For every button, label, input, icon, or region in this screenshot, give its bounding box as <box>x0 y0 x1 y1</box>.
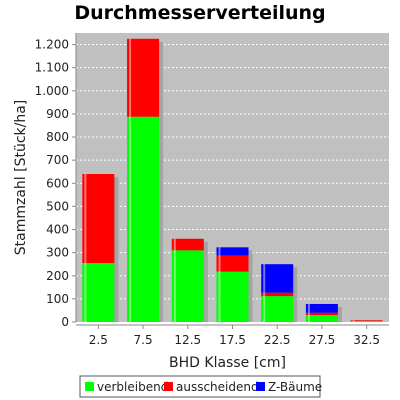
bar-segment-ausscheidend <box>216 255 249 272</box>
legend-swatch-Z-Bäume <box>256 382 265 391</box>
bar-highlight <box>263 292 266 297</box>
y-tick-label: 200 <box>46 269 69 283</box>
x-tick-label: 7.5 <box>134 333 153 347</box>
chart-title: Durchmesserverteilung <box>74 2 326 24</box>
y-tick-label: 300 <box>46 246 69 260</box>
x-tick-label: 22.5 <box>264 333 291 347</box>
bar-highlight <box>84 263 87 322</box>
bar-highlight <box>173 250 176 322</box>
legend-label: ausscheidend <box>176 380 259 394</box>
legend-label: verbleibend <box>97 380 168 394</box>
y-tick-label: 800 <box>46 130 69 144</box>
y-tick-label: 0 <box>61 315 69 329</box>
legend: verbleibend ausscheidend Z-Bäume <box>79 375 322 398</box>
bar-highlight <box>263 296 266 322</box>
bar-segment-verbleibend <box>305 315 338 322</box>
bar-highlight <box>307 315 310 322</box>
x-axis-ticks: 2.5 7.5 12.5 17.5 22.5 27.5 32.5 <box>89 325 380 347</box>
y-tick-label: 900 <box>46 107 69 121</box>
bar-highlight <box>129 38 132 117</box>
x-axis-label: BHD Klasse [cm] <box>169 355 286 371</box>
bar-highlight <box>173 238 176 251</box>
legend-box <box>79 375 321 398</box>
bar-segment-ausscheidend <box>305 312 338 316</box>
legend-swatch-verbleibend <box>85 382 94 391</box>
bar-highlight <box>352 320 355 321</box>
x-tick-label: 17.5 <box>219 333 246 347</box>
y-tick-label: 100 <box>46 292 69 306</box>
y-tick-label: 400 <box>46 223 69 237</box>
bar-segment-verbleibend <box>350 320 383 322</box>
bar-segment-ausscheidend <box>171 238 204 251</box>
y-tick-label: 1.100 <box>35 61 69 75</box>
legend-swatch-ausscheidend <box>164 382 173 391</box>
x-tick-label: 2.5 <box>89 333 108 347</box>
y-axis-label: Stammzahl [Stück/ha] <box>13 100 29 256</box>
bar-highlight <box>307 303 310 313</box>
bar-segment-ausscheidend <box>127 38 160 117</box>
bar-group <box>82 38 383 322</box>
bar-segment-ausscheidend <box>350 320 383 321</box>
bar-segment-verbleibend <box>261 296 294 322</box>
bar-segment-Z-Bäume <box>261 264 294 293</box>
bar-segment-Z-Bäume <box>216 247 249 256</box>
bar-segment-ausscheidend <box>261 292 294 297</box>
y-tick-label: 1.200 <box>35 38 69 52</box>
bar-segment-Z-Bäume <box>305 303 338 313</box>
bar-highlight <box>263 264 266 293</box>
x-tick-label: 32.5 <box>353 333 380 347</box>
legend-label: Z-Bäume <box>268 380 322 394</box>
bar-highlight <box>218 255 221 272</box>
y-axis-ticks: 0 100 200 300 400 500 600 700 800 900 1.000 1.100 1.… <box>35 38 76 329</box>
y-tick-label: 600 <box>46 176 69 190</box>
bar-highlight <box>84 174 87 264</box>
x-tick-label: 12.5 <box>174 333 201 347</box>
x-tick-label: 27.5 <box>309 333 336 347</box>
bar-highlight <box>307 312 310 316</box>
bar-segment-verbleibend <box>171 250 204 322</box>
bar-segment-verbleibend <box>82 263 115 322</box>
bar-segment-ausscheidend <box>82 174 115 264</box>
bar-segment-verbleibend <box>216 271 249 322</box>
bar-segment-verbleibend <box>127 116 160 322</box>
y-tick-label: 1.000 <box>35 84 69 98</box>
y-tick-label: 500 <box>46 199 69 213</box>
bar-highlight <box>218 247 221 256</box>
bar-highlight <box>218 271 221 322</box>
bar-highlight <box>129 116 132 322</box>
bar-highlight <box>352 320 355 322</box>
y-tick-label: 700 <box>46 153 69 167</box>
